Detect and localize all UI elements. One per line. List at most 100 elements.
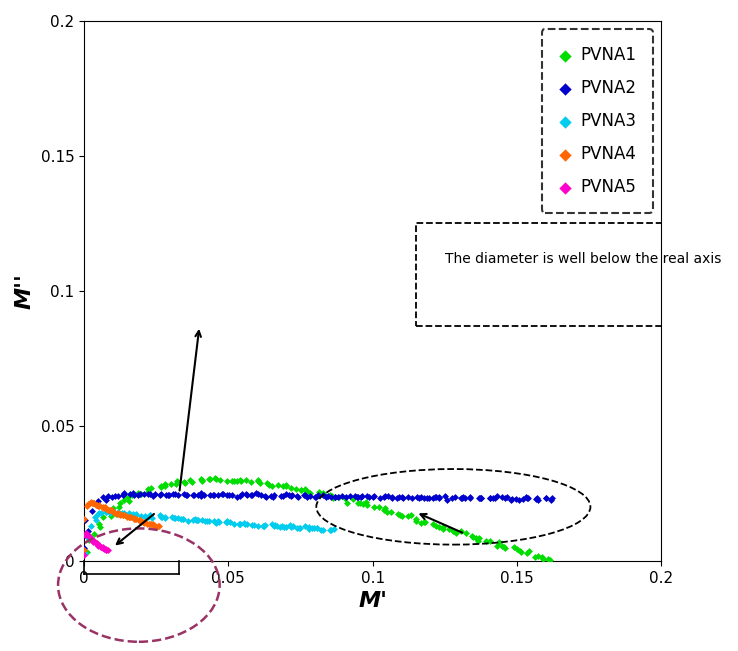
PVNA2	[331, 492, 343, 502]
PVNA3	[283, 519, 295, 530]
PVNA5	[82, 530, 94, 540]
PVNA2	[430, 492, 441, 502]
PVNA5	[92, 540, 104, 551]
PVNA4	[128, 513, 139, 523]
PVNA2	[291, 490, 303, 501]
PVNA1	[145, 483, 156, 493]
PVNA4	[81, 501, 93, 512]
PVNA2	[195, 488, 207, 498]
PVNA2	[411, 492, 423, 503]
PVNA2	[142, 489, 154, 499]
PVNA1	[317, 488, 329, 498]
PVNA3	[139, 512, 151, 522]
PVNA4	[113, 508, 125, 518]
PVNA2	[268, 492, 280, 502]
PVNA2	[217, 489, 229, 499]
PVNA3	[272, 521, 283, 531]
PVNA2	[139, 488, 151, 499]
PVNA5	[83, 531, 94, 541]
PVNA2	[111, 491, 123, 501]
PVNA4	[148, 520, 160, 531]
PVNA2	[457, 492, 469, 503]
PVNA1	[263, 480, 275, 490]
PVNA2	[356, 491, 368, 501]
PVNA1	[415, 518, 427, 528]
PVNA4	[100, 503, 111, 513]
PVNA4	[134, 516, 146, 526]
PVNA1	[511, 544, 523, 555]
PVNA1	[449, 527, 461, 538]
PVNA3	[142, 512, 154, 522]
PVNA3	[292, 523, 303, 533]
PVNA3	[274, 521, 286, 532]
PVNA3	[203, 516, 215, 527]
PVNA2	[189, 490, 201, 501]
PVNA1	[97, 512, 109, 522]
PVNA4	[128, 514, 140, 524]
PVNA1	[295, 485, 307, 495]
PVNA2	[363, 492, 375, 503]
PVNA2	[77, 543, 89, 553]
PVNA5	[100, 544, 111, 554]
PVNA1	[498, 542, 510, 552]
PVNA2	[170, 488, 182, 499]
PVNA2	[79, 515, 91, 525]
PVNA3	[156, 512, 168, 522]
PVNA2	[181, 490, 193, 501]
PVNA2	[432, 492, 444, 503]
PVNA5	[89, 536, 100, 547]
PVNA1	[187, 477, 199, 487]
PVNA4	[86, 497, 97, 508]
PVNA5	[91, 538, 103, 549]
PVNA2	[309, 492, 321, 502]
PVNA1	[252, 475, 263, 486]
PVNA2	[499, 493, 511, 504]
PVNA1	[444, 524, 455, 534]
PVNA2	[459, 492, 471, 503]
PVNA3	[80, 548, 92, 559]
PVNA1	[418, 518, 430, 528]
PVNA5	[97, 542, 108, 553]
PVNA2	[265, 491, 277, 501]
PVNA2	[475, 493, 486, 503]
PVNA4	[106, 505, 117, 516]
PVNA4	[103, 505, 114, 515]
PVNA2	[145, 489, 156, 499]
PVNA1	[195, 474, 207, 484]
PVNA3	[308, 523, 320, 533]
PVNA2	[160, 490, 172, 500]
PVNA1	[280, 480, 292, 491]
PVNA4	[83, 499, 94, 509]
PVNA1	[491, 540, 503, 551]
PVNA1	[324, 490, 336, 500]
PVNA2	[207, 490, 218, 500]
PVNA5	[92, 539, 103, 549]
PVNA4	[83, 497, 95, 508]
PVNA5	[83, 532, 95, 542]
PVNA4	[130, 514, 142, 524]
PVNA2	[255, 490, 267, 501]
PVNA2	[463, 492, 475, 502]
PVNA2	[285, 490, 297, 501]
PVNA2	[492, 492, 503, 502]
PVNA3	[85, 521, 97, 532]
PVNA3	[252, 521, 264, 531]
PVNA4	[97, 503, 108, 514]
PVNA1	[290, 484, 302, 494]
PVNA2	[441, 494, 453, 505]
PVNA4	[133, 514, 145, 525]
PVNA2	[125, 489, 137, 499]
PVNA4	[125, 512, 137, 523]
PVNA3	[154, 510, 166, 520]
X-axis label: M': M'	[358, 591, 387, 611]
PVNA2	[531, 493, 542, 504]
PVNA3	[288, 521, 300, 532]
PVNA4	[78, 545, 90, 555]
PVNA1	[123, 496, 135, 506]
PVNA2	[132, 490, 144, 501]
PVNA2	[236, 489, 248, 499]
PVNA5	[80, 528, 92, 538]
PVNA3	[212, 516, 224, 526]
PVNA1	[165, 478, 177, 489]
PVNA2	[234, 491, 246, 501]
